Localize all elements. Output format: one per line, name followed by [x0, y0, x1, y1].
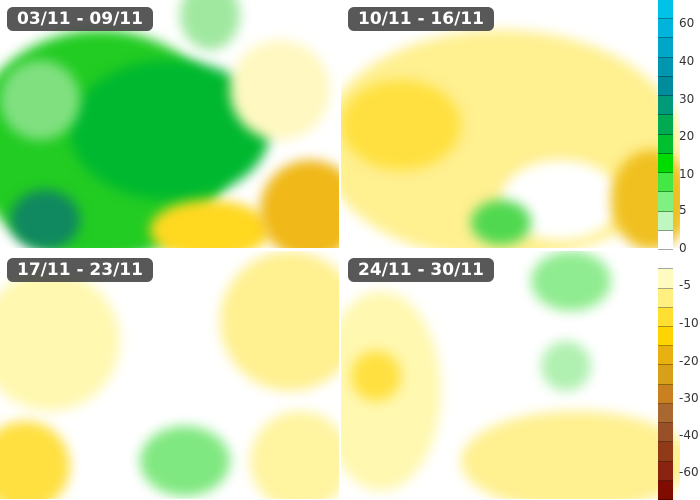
- colorbar-segment: [658, 76, 673, 97]
- map-panel-week-2: 10/11 - 16/11: [341, 0, 680, 248]
- colorbar-segment: [658, 384, 673, 404]
- colorbar-tick-label: -20: [679, 354, 699, 368]
- colorbar-segment: [658, 96, 673, 116]
- colorbar-segment: [658, 57, 673, 77]
- map-panel-week-1: 03/11 - 09/11: [0, 0, 339, 248]
- panel-title: 10/11 - 16/11: [348, 7, 494, 31]
- colorbar-tick-label: 30: [679, 92, 695, 106]
- colorbar-segment: [658, 326, 673, 347]
- colorbar-segment: [658, 403, 673, 424]
- colorbar-tick-label: 40: [679, 54, 695, 68]
- colorbar-segment: [658, 38, 673, 58]
- map-panel-week-3: 17/11 - 23/11: [0, 251, 339, 499]
- colorbar-segment: [658, 0, 673, 20]
- colorbar-segment: [658, 365, 673, 385]
- colorbar-segment: [658, 461, 673, 481]
- colorbar-segment: [658, 269, 673, 289]
- colorbar-tick-label: 20: [679, 129, 695, 143]
- colorbar-segment: [658, 480, 673, 500]
- colorbar-tick-label: 5: [679, 203, 687, 217]
- colorbar-tick-label: -60: [679, 465, 699, 479]
- colorbar-segment: [658, 134, 673, 154]
- panel-title: 24/11 - 30/11: [348, 258, 494, 282]
- colorbar-segment: [658, 307, 673, 327]
- colorbar-segment: [658, 346, 673, 366]
- colorbar-segment: [658, 442, 673, 462]
- colorbar-segment: [658, 230, 673, 251]
- colorbar-tick-label: -30: [679, 391, 699, 405]
- colorbar-segment: [658, 173, 673, 193]
- colorbar-segment: [658, 19, 673, 39]
- colorbar-tick-label: 10: [679, 167, 695, 181]
- colorbar-segment: [658, 250, 673, 270]
- colorbar-tick-label: 60: [679, 16, 695, 30]
- colorbar-tick-label: -5: [679, 278, 691, 292]
- colorbar-segment: [658, 423, 673, 443]
- colorbar-tick-label: 0: [679, 241, 687, 255]
- colorbar-segment: [658, 211, 673, 231]
- colorbar: [658, 0, 673, 500]
- panel-title: 17/11 - 23/11: [7, 258, 153, 282]
- colorbar-segment: [658, 153, 673, 174]
- colorbar-segment: [658, 192, 673, 212]
- colorbar-tick-label: -10: [679, 316, 699, 330]
- map-panel-week-4: 24/11 - 30/11: [341, 251, 680, 499]
- colorbar-segment: [658, 288, 673, 308]
- colorbar-tick-label: -40: [679, 428, 699, 442]
- panel-title: 03/11 - 09/11: [7, 7, 153, 31]
- colorbar-segment: [658, 115, 673, 135]
